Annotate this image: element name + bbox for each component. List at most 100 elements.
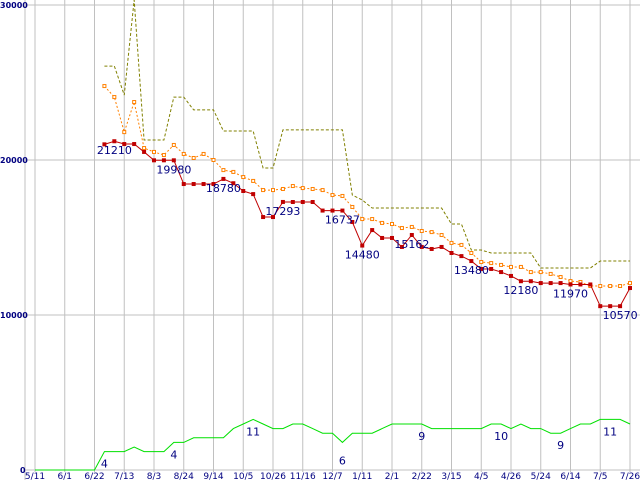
- data-point-average: [509, 264, 513, 269]
- series-layer: [35, 0, 632, 471]
- data-point-min: [598, 304, 603, 309]
- data-point-average: [419, 228, 424, 233]
- data-point-min: [608, 304, 613, 309]
- data-point-min: [152, 158, 156, 163]
- data-point-min: [390, 235, 394, 240]
- data-point-average: [479, 259, 484, 264]
- data-point-average: [548, 271, 553, 276]
- data-point-min: [469, 259, 474, 264]
- data-label: 11: [246, 425, 260, 438]
- data-point-min: [518, 279, 523, 284]
- data-label: 16737: [325, 214, 360, 227]
- data-point-average: [409, 224, 414, 229]
- data-point-average: [310, 186, 315, 191]
- data-point-min: [112, 139, 117, 144]
- data-label: 18780: [206, 182, 241, 195]
- data-point-average: [558, 275, 563, 280]
- data-point-min: [290, 200, 295, 205]
- data-point-min: [588, 282, 593, 287]
- data-point-average: [518, 264, 523, 269]
- x-tick-label: 5/11: [25, 472, 45, 480]
- data-label: 4: [101, 458, 108, 471]
- data-point-average: [132, 100, 137, 105]
- labels-layer: 21210 19980 18780 17293 16737 14480 15162 13480…: [97, 144, 638, 470]
- data-point-min: [618, 304, 623, 309]
- data-point-average: [330, 193, 335, 198]
- data-point-average: [469, 251, 474, 255]
- data-point-average: [122, 130, 127, 135]
- data-point-min: [340, 208, 345, 213]
- data-point-average: [280, 186, 285, 191]
- data-point-min: [102, 142, 107, 147]
- x-tick-label: 12/7: [322, 472, 342, 480]
- data-point-min: [221, 176, 226, 181]
- series-line-count: [35, 418, 631, 471]
- data-point-average: [370, 217, 375, 222]
- data-point-average: [380, 220, 385, 225]
- data-point-average: [290, 184, 295, 189]
- data-point-min: [528, 279, 533, 284]
- x-tick-label: 1/11: [352, 472, 372, 480]
- data-point-average: [211, 158, 216, 162]
- data-point-min: [280, 199, 285, 204]
- data-point-average: [241, 175, 246, 180]
- data-label: 19980: [156, 163, 191, 176]
- data-point-average: [102, 84, 107, 89]
- data-label: 9: [557, 439, 564, 452]
- x-tick-label: 10/26: [260, 472, 286, 480]
- x-tick-label: 2/1: [385, 472, 399, 480]
- data-label: 11970: [553, 287, 588, 300]
- data-point-average: [528, 270, 533, 275]
- y-tick-label: 20000: [0, 156, 28, 165]
- data-point-average: [459, 242, 464, 247]
- data-point-min: [499, 270, 504, 275]
- data-point-average: [390, 222, 394, 227]
- data-label: 9: [418, 430, 425, 443]
- data-point-min: [409, 232, 414, 237]
- data-label: 6: [339, 454, 346, 467]
- data-point-average: [568, 279, 573, 284]
- y-tick-label: 10000: [0, 311, 28, 320]
- data-point-average: [360, 217, 365, 222]
- data-label: 11: [603, 425, 617, 438]
- data-label: 13480: [454, 264, 489, 277]
- data-point-min: [122, 142, 127, 147]
- data-point-min: [419, 244, 424, 249]
- data-point-min: [439, 244, 444, 249]
- data-point-average: [350, 204, 355, 209]
- data-point-average: [271, 188, 275, 193]
- data-point-average: [181, 151, 186, 156]
- x-tick-label: 4/5: [474, 472, 488, 480]
- x-tick-label: 11/16: [290, 472, 316, 480]
- data-point-average: [161, 153, 166, 158]
- data-point-min: [509, 273, 513, 278]
- data-point-min: [261, 215, 266, 220]
- x-tick-label: 10/5: [233, 472, 253, 480]
- x-tick-label: 7/13: [114, 472, 134, 480]
- data-point-average: [499, 262, 504, 267]
- data-point-min: [181, 182, 186, 187]
- data-point-average: [300, 186, 305, 191]
- data-point-min: [479, 266, 484, 271]
- x-tick-label: 6/14: [560, 472, 580, 480]
- data-point-average: [399, 226, 404, 231]
- data-point-min: [191, 182, 196, 187]
- data-point-min: [628, 286, 632, 291]
- data-point-average: [221, 168, 226, 173]
- x-tick-label: 7/5: [593, 472, 607, 480]
- data-point-min: [330, 208, 335, 213]
- x-tick-label: 5/24: [531, 472, 551, 480]
- data-point-average: [340, 193, 345, 198]
- data-point-min: [568, 282, 573, 287]
- data-point-min: [161, 158, 166, 163]
- data-point-average: [231, 169, 236, 174]
- data-point-average: [320, 188, 325, 193]
- data-point-average: [598, 284, 603, 289]
- y-tick-label: 0: [20, 466, 26, 475]
- data-label: 12180: [503, 284, 538, 297]
- data-point-min: [171, 158, 176, 163]
- data-point-min: [132, 142, 137, 147]
- data-point-average: [429, 230, 434, 235]
- x-tick-label: 7/26: [620, 472, 640, 480]
